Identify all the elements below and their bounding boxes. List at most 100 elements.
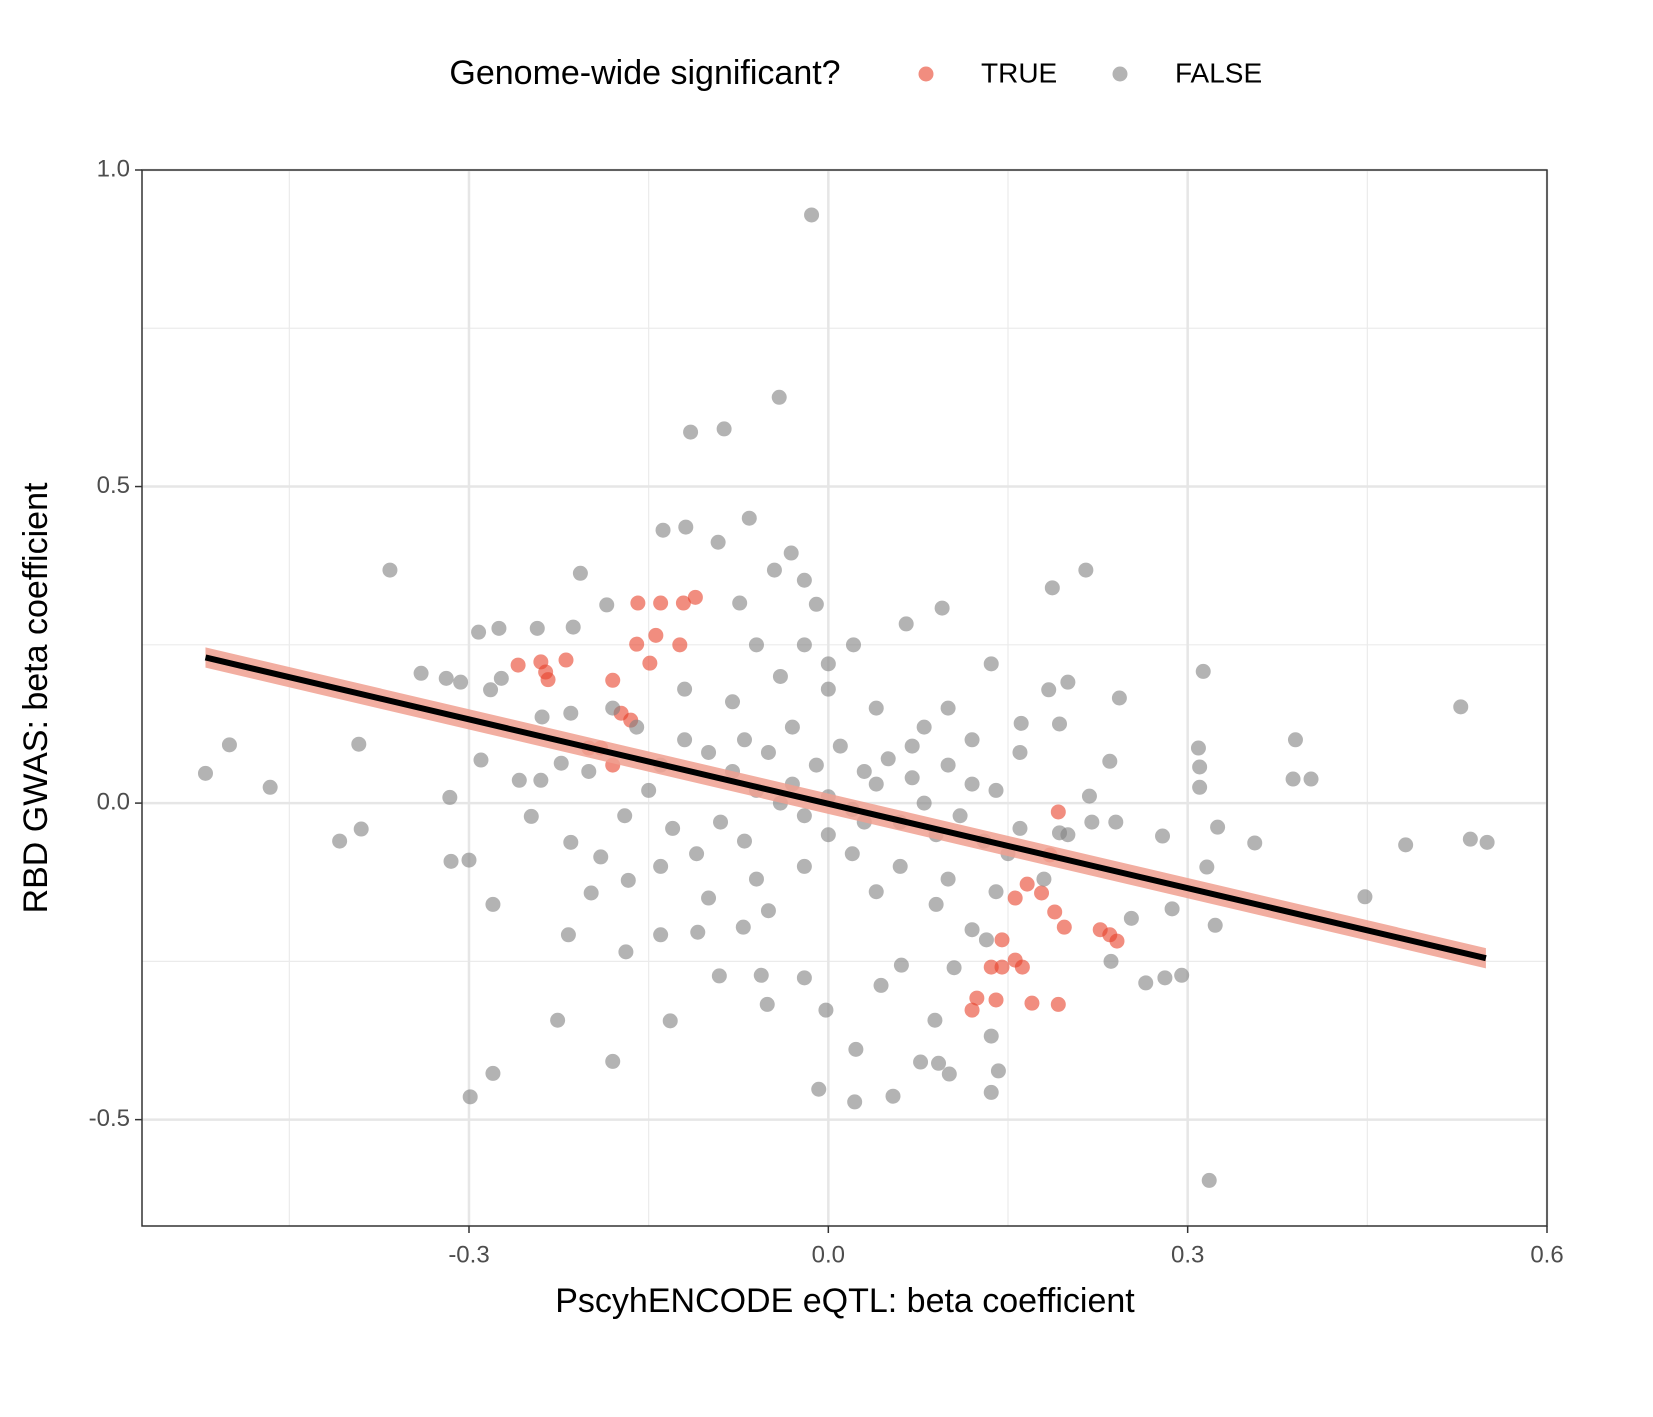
point: [677, 681, 693, 697]
point: [648, 627, 664, 643]
point: [1303, 771, 1319, 787]
point: [1192, 759, 1208, 775]
point: [904, 738, 920, 754]
point: [665, 820, 681, 836]
point: [952, 808, 968, 824]
point: [655, 522, 671, 538]
point: [683, 424, 699, 440]
point: [672, 637, 688, 653]
point: [771, 389, 787, 405]
point: [1199, 859, 1215, 875]
point: [605, 700, 621, 716]
point: [641, 782, 657, 798]
point: [934, 600, 950, 616]
point: [983, 1084, 999, 1100]
y-axis-title: RBD GWAS: beta coefficient: [17, 482, 55, 913]
point: [880, 751, 896, 767]
point: [1013, 715, 1029, 731]
point: [583, 885, 599, 901]
point: [599, 597, 615, 613]
point: [461, 852, 477, 868]
point: [1012, 820, 1028, 836]
legend-key: [918, 66, 934, 82]
point: [820, 681, 836, 697]
point: [438, 670, 454, 686]
point: [1207, 917, 1223, 933]
x-tick-label: 0.0: [812, 1241, 845, 1268]
point: [940, 757, 956, 773]
point: [413, 665, 429, 681]
point: [510, 657, 526, 673]
point: [1195, 663, 1211, 679]
point: [630, 595, 646, 611]
point: [940, 871, 956, 887]
point: [197, 765, 213, 781]
point: [820, 656, 836, 672]
x-tick-label: 0.6: [1530, 1241, 1563, 1268]
point: [618, 944, 634, 960]
point: [1044, 580, 1060, 596]
point: [941, 1066, 957, 1082]
point: [1174, 967, 1190, 983]
x-axis-title: PscyhENCODE eQTL: beta coefficient: [555, 1282, 1135, 1320]
point: [491, 620, 507, 636]
point: [701, 890, 717, 906]
point: [1024, 995, 1040, 1011]
point: [916, 719, 932, 735]
point: [1007, 890, 1023, 906]
point: [593, 849, 609, 865]
point: [804, 207, 820, 223]
y-tick-label: 0.5: [97, 472, 130, 499]
point: [1019, 876, 1035, 892]
point: [653, 858, 669, 874]
point: [868, 884, 884, 900]
point: [550, 1012, 566, 1028]
point: [1210, 819, 1226, 835]
point: [1041, 682, 1057, 698]
point: [969, 990, 985, 1006]
point: [687, 589, 703, 605]
point: [493, 670, 509, 686]
point: [529, 620, 545, 636]
point: [1398, 837, 1414, 853]
point: [711, 968, 727, 984]
point: [1123, 910, 1139, 926]
point: [1479, 834, 1495, 850]
point: [885, 1088, 901, 1104]
point: [581, 763, 597, 779]
x-tick-label: 0.3: [1171, 1241, 1204, 1268]
point: [1050, 996, 1066, 1012]
point: [964, 1002, 980, 1018]
point: [832, 738, 848, 754]
point: [675, 595, 691, 611]
point: [796, 637, 812, 653]
point: [1247, 835, 1263, 851]
point: [629, 719, 645, 735]
point: [988, 782, 1004, 798]
point: [382, 562, 398, 578]
point: [760, 744, 776, 760]
point: [558, 652, 574, 668]
point: [1014, 959, 1030, 975]
point: [848, 1041, 864, 1057]
point: [1103, 953, 1119, 969]
point: [533, 654, 549, 670]
point: [221, 737, 237, 753]
point: [818, 1002, 834, 1018]
point: [868, 700, 884, 716]
point: [868, 776, 884, 792]
point: [1201, 1172, 1217, 1188]
point: [988, 992, 1004, 1008]
point: [473, 752, 489, 768]
point: [523, 808, 539, 824]
point: [820, 827, 836, 843]
point: [732, 595, 748, 611]
point: [1078, 562, 1094, 578]
legend-label: FALSE: [1175, 57, 1262, 88]
point: [1034, 885, 1050, 901]
point: [533, 772, 549, 788]
point: [988, 884, 1004, 900]
point: [1285, 771, 1301, 787]
point: [710, 534, 726, 550]
fit-line: [204, 654, 1487, 962]
